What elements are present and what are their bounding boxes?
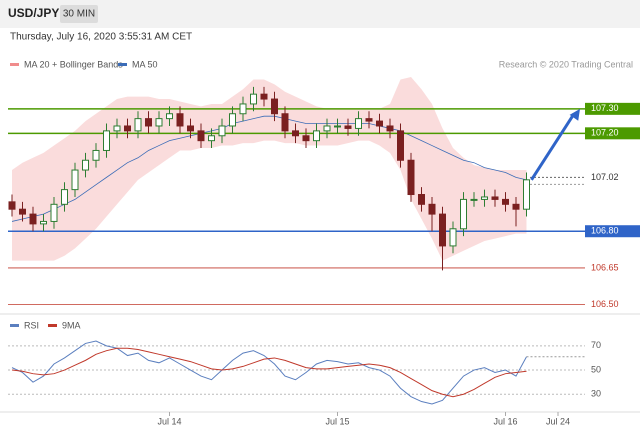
candle-body	[218, 125, 226, 137]
level-label: 107.30	[591, 103, 619, 113]
legend-label: 9MA	[62, 320, 81, 330]
ma50-line	[11, 115, 527, 222]
candle-body	[40, 220, 47, 225]
symbol: USD/JPY	[8, 6, 59, 20]
legend-swatch	[48, 324, 57, 327]
level-label: 106.80	[591, 226, 619, 236]
candle-body	[260, 93, 268, 100]
legend-label: MA 50	[132, 59, 158, 69]
candle-body	[428, 203, 436, 215]
candle-body	[512, 203, 520, 210]
candle-body	[439, 213, 446, 247]
candle-body	[449, 228, 457, 247]
candle-body	[365, 118, 373, 122]
candle-body	[166, 113, 173, 120]
level-label: 107.20	[591, 128, 619, 138]
candle-body	[334, 125, 341, 128]
x-tick-label: Jul 14	[157, 416, 181, 426]
candle-body	[281, 113, 289, 132]
candle-body	[376, 120, 383, 127]
candle-body	[323, 125, 331, 132]
candle-body	[481, 196, 488, 200]
candle-body	[187, 125, 194, 132]
candle-body	[50, 203, 58, 222]
candle-body	[355, 118, 362, 129]
candle-body	[460, 198, 467, 230]
candle-body	[71, 169, 79, 191]
candle-body	[397, 130, 404, 161]
candle-body	[386, 125, 394, 132]
candle-body	[176, 113, 184, 127]
timeframe: 30 MIN	[63, 9, 95, 20]
candle-body	[19, 208, 26, 215]
x-tick-label: Jul 24	[546, 416, 570, 426]
candle-body	[239, 103, 247, 115]
candle-body	[8, 201, 16, 210]
candle-body	[155, 118, 163, 127]
x-tick-label: Jul 15	[325, 416, 349, 426]
header-bar	[0, 0, 640, 28]
rsi-line	[11, 340, 527, 405]
candle-body	[29, 213, 37, 225]
level-label: 106.65	[591, 262, 619, 272]
candle-body	[61, 189, 68, 205]
timeframe-pill	[60, 5, 98, 23]
candle-body	[523, 179, 530, 210]
candle-body	[292, 130, 299, 137]
rsi-line	[11, 347, 527, 398]
legend-label: MA 20 + Bollinger Bands	[24, 59, 123, 69]
legend-swatch	[118, 63, 127, 66]
candle-body	[491, 196, 499, 200]
candle-body	[344, 125, 352, 129]
last-price-label: 107.02	[591, 172, 619, 182]
candle-body	[197, 130, 205, 142]
candle-body	[208, 135, 215, 142]
y-tick-label: 50	[591, 364, 601, 374]
candle-body	[302, 135, 310, 142]
level-label-box	[585, 102, 640, 115]
candle-body	[113, 125, 121, 132]
datetime: Thursday, July 16, 2020 3:55:31 AM CET	[10, 32, 192, 43]
credit: Research © 2020 Trading Central	[499, 59, 633, 69]
forecast-arrow	[530, 113, 576, 181]
candle-body	[145, 118, 152, 127]
candle-body	[418, 194, 425, 205]
level-label-box	[585, 127, 640, 140]
y-tick-label: 30	[591, 389, 601, 399]
level-label: 106.50	[591, 299, 619, 309]
candle-body	[502, 198, 509, 205]
legend-swatch	[10, 63, 19, 66]
candle-body	[250, 93, 257, 105]
bollinger-band	[12, 77, 527, 261]
candle-body	[229, 113, 236, 127]
candle-body	[271, 98, 278, 115]
candle-body	[134, 118, 142, 132]
candle-body	[103, 130, 110, 151]
candle-body	[124, 125, 131, 132]
candle-body	[92, 149, 100, 161]
candle-body	[470, 198, 478, 201]
y-tick-label: 70	[591, 340, 601, 350]
legend-label: RSI	[24, 320, 39, 330]
legend-swatch	[10, 324, 19, 327]
candle-body	[82, 159, 89, 171]
candle-body	[313, 130, 320, 142]
forecast-arrowhead	[569, 108, 580, 121]
level-label-box	[585, 225, 640, 238]
candle-body	[407, 159, 415, 196]
x-tick-label: Jul 16	[493, 416, 517, 426]
